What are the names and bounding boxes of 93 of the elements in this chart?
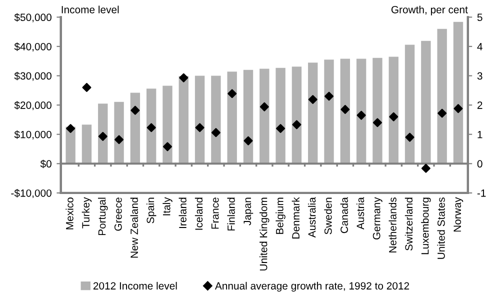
point [372, 118, 382, 128]
legend-label: 2012 Income level [93, 282, 177, 290]
bar [82, 124, 92, 164]
point [324, 92, 334, 101]
x-tick-label: Norway [454, 197, 464, 232]
y2-tick-label: 4 [477, 43, 482, 50]
bar [388, 56, 398, 164]
bar [114, 102, 124, 164]
x-tick-label: Finland [227, 198, 235, 230]
bar [211, 76, 221, 164]
bar [194, 76, 205, 164]
bar [260, 68, 270, 164]
x-tick-label: Greece [114, 198, 122, 231]
bar [372, 58, 382, 164]
point [438, 108, 447, 118]
x-tick-label: Ireland [178, 198, 186, 228]
bar [146, 88, 156, 164]
point [66, 124, 76, 133]
point [276, 124, 286, 133]
x-tick-label: Portugal [98, 198, 108, 236]
x-tick-label: Belgium [276, 198, 286, 234]
point [405, 132, 414, 142]
bar [453, 22, 464, 164]
point [244, 136, 253, 146]
y-tick-label: -$10,000 [11, 189, 52, 198]
x-tick-label: Iceland [194, 198, 203, 230]
x-tick-label: Germany [372, 197, 382, 240]
point [260, 102, 269, 112]
point [421, 164, 430, 173]
y2-tick-label: -1 [477, 190, 486, 197]
point [211, 128, 220, 138]
bar [130, 92, 140, 164]
y2-tick-label: 5 [477, 14, 482, 22]
bar [308, 62, 318, 164]
x-tick-label: United Kingdom [260, 198, 270, 270]
x-tick-label: Canada [340, 197, 348, 234]
point [114, 135, 124, 144]
point [82, 82, 92, 92]
x-tick-label: Turkey [82, 197, 92, 228]
x-tick-label: Switzerland [404, 198, 413, 250]
point [195, 123, 204, 132]
bar [292, 66, 302, 164]
bar [66, 126, 76, 164]
point [130, 106, 140, 115]
bar [178, 76, 188, 164]
x-tick-label: France [211, 198, 219, 229]
bar [404, 44, 415, 164]
bar [243, 70, 254, 164]
y-tick-label: $20,000 [14, 101, 52, 110]
y-tick-label: $0 [40, 160, 52, 168]
y-axis-title: Income level [62, 6, 119, 14]
x-tick-label: Spain [146, 198, 156, 224]
y2-axis-title: Growth, per cent [391, 6, 468, 16]
x-tick-label: Sweden [324, 198, 332, 234]
bar [98, 104, 108, 164]
bar [437, 28, 447, 164]
bar [276, 68, 286, 164]
y-tick-label: $10,000 [14, 130, 52, 140]
y2-tick-label: 0 [477, 160, 482, 168]
point [228, 89, 237, 98]
point [146, 123, 156, 132]
y2-tick-label: 1 [478, 130, 482, 138]
point [340, 104, 350, 114]
point [179, 73, 188, 82]
bar [356, 58, 366, 164]
x-tick-label: New Zealand [130, 198, 138, 258]
x-tick-label: Luxembourg [421, 198, 431, 254]
x-tick-label: Netherlands [388, 197, 396, 252]
x-tick-label: Australia [308, 197, 316, 238]
y2-tick-label: 2 [477, 102, 482, 109]
x-tick-label: Mexico [66, 198, 74, 230]
x-tick-label: Austria [356, 197, 364, 230]
bar [162, 86, 172, 164]
bar [421, 40, 431, 164]
legend-label: Annual average growth rate, 1992 to 2012 [214, 282, 410, 292]
point [308, 94, 318, 104]
point [98, 132, 108, 141]
bar [227, 72, 237, 164]
bar [324, 60, 334, 164]
y2-tick-label: 3 [477, 72, 482, 80]
y-tick-label: $40,000 [14, 42, 52, 52]
point [356, 110, 366, 120]
y-tick-label: $50,000 [14, 13, 52, 22]
x-tick-label: Denmark [292, 197, 300, 239]
y-tick-label: $30,000 [14, 72, 52, 81]
x-tick-label: Japan [244, 198, 254, 226]
point [389, 112, 398, 122]
x-tick-label: United States [437, 197, 445, 259]
point [454, 104, 463, 114]
point [292, 120, 302, 130]
point [162, 142, 172, 152]
bar [340, 58, 350, 164]
x-tick-label: Italy [162, 197, 172, 216]
